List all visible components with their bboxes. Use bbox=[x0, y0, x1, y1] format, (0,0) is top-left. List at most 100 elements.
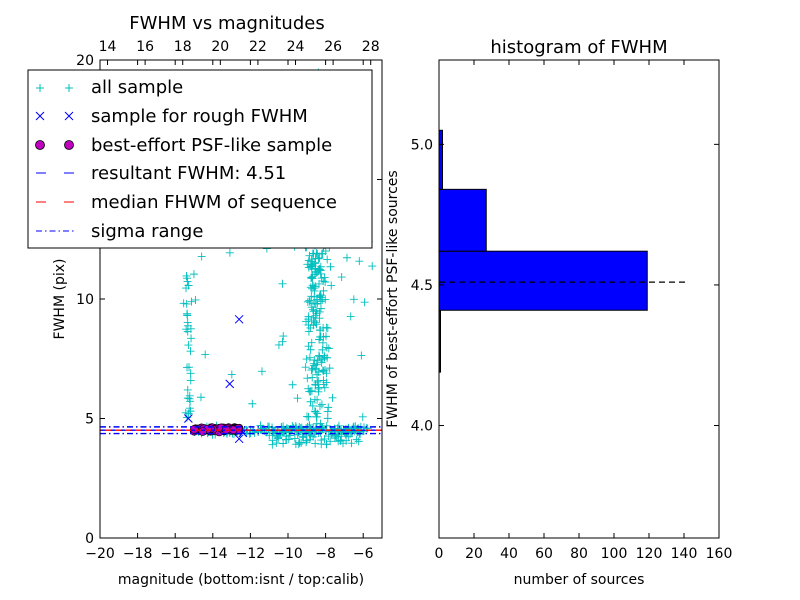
all-sample-marker bbox=[304, 263, 313, 272]
all-sample-marker bbox=[360, 298, 369, 307]
x-tick-label: 0 bbox=[435, 546, 444, 562]
scatter-y-label: FWHM (pix) bbox=[52, 259, 68, 340]
all-sample-marker bbox=[311, 407, 320, 416]
scatter-panel: −20−18−16−14−12−10−8−6 05101520 14161820… bbox=[27, 13, 383, 588]
all-sample-marker bbox=[323, 407, 332, 416]
all-sample-marker bbox=[248, 399, 257, 408]
all-sample-marker bbox=[308, 401, 317, 410]
all-sample-marker bbox=[311, 439, 320, 448]
all-sample-marker bbox=[186, 376, 195, 385]
all-sample-marker bbox=[334, 437, 343, 446]
all-sample-marker bbox=[354, 428, 363, 437]
x-tick-label: 80 bbox=[570, 546, 588, 562]
all-sample-marker bbox=[308, 364, 317, 373]
all-sample-marker bbox=[320, 383, 329, 392]
legend-entry-median-fwhm: median FHWM of sequence bbox=[36, 192, 337, 213]
rough-fwhm-marker bbox=[184, 414, 193, 423]
x-tick-label: −6 bbox=[353, 546, 374, 562]
y-tick-label: 4.0 bbox=[411, 419, 433, 435]
all-sample-marker bbox=[306, 397, 315, 406]
histogram-x-label: number of sources bbox=[514, 572, 645, 588]
all-sample-marker bbox=[320, 365, 329, 374]
all-sample-marker bbox=[183, 318, 192, 327]
all-sample-marker bbox=[306, 283, 315, 292]
all-sample-marker bbox=[183, 363, 192, 372]
all-sample-marker bbox=[349, 295, 358, 304]
rough-fwhm-marker bbox=[234, 434, 244, 444]
all-sample-marker bbox=[187, 297, 196, 306]
x-tick-label: −12 bbox=[236, 546, 266, 562]
all-sample-marker bbox=[313, 395, 322, 404]
top-tick-label: 24 bbox=[287, 39, 305, 55]
all-sample-marker bbox=[309, 313, 318, 322]
all-sample-marker bbox=[196, 393, 205, 402]
all-sample-marker bbox=[352, 435, 361, 444]
all-sample-marker bbox=[320, 351, 329, 360]
all-sample-marker bbox=[306, 262, 315, 271]
y-tick-label: 10 bbox=[76, 292, 94, 308]
all-sample-marker bbox=[339, 439, 348, 448]
x-tick-label: 140 bbox=[671, 546, 698, 562]
all-sample-marker bbox=[342, 253, 351, 262]
x-tick-label: 100 bbox=[601, 546, 628, 562]
all-sample-marker bbox=[306, 345, 315, 354]
all-sample-marker bbox=[321, 277, 330, 286]
all-sample-marker bbox=[307, 257, 316, 266]
legend-circle-marker bbox=[64, 140, 74, 150]
top-tick-label: 26 bbox=[324, 39, 342, 55]
y-tick-label: 5 bbox=[85, 412, 94, 428]
scatter-top-ticks: 14 16 18 20 22 24 26 28 bbox=[99, 39, 380, 65]
all-sample-marker bbox=[311, 300, 320, 309]
all-sample-marker bbox=[318, 345, 327, 354]
all-sample-marker bbox=[227, 370, 236, 379]
scatter-x-ticks: −20 −18 −16 −14 −12 −10 −8 −6 bbox=[85, 60, 374, 562]
all-sample-marker bbox=[315, 253, 324, 262]
all-sample-marker bbox=[355, 257, 364, 266]
all-sample-marker bbox=[306, 323, 315, 332]
y-tick-label: 5.0 bbox=[411, 137, 433, 153]
legend-label-resultant-fwhm: resultant FWHM: 4.51 bbox=[91, 163, 286, 184]
all-sample-marker bbox=[189, 270, 198, 279]
all-sample-marker bbox=[321, 427, 330, 436]
all-sample-marker bbox=[319, 277, 328, 286]
all-sample-marker bbox=[183, 309, 192, 318]
fwhm-reference-lines bbox=[100, 426, 382, 435]
histogram-y-label: FWHM of best-effort PSF-like sources bbox=[385, 170, 401, 427]
all-sample-marker bbox=[183, 327, 192, 336]
all-sample-marker bbox=[346, 312, 355, 321]
all-sample-marker bbox=[182, 271, 191, 280]
all-sample-marker bbox=[302, 355, 311, 364]
all-sample-marker bbox=[349, 422, 358, 431]
all-sample-marker bbox=[308, 373, 317, 382]
x-tick-label: −16 bbox=[160, 546, 190, 562]
top-tick-label: 18 bbox=[174, 39, 192, 55]
all-sample-marker bbox=[273, 434, 282, 443]
histogram-bars bbox=[439, 129, 648, 373]
psf-like-marker bbox=[198, 427, 208, 436]
all-sample-marker bbox=[313, 356, 322, 365]
all-sample-marker bbox=[184, 341, 193, 350]
legend-label-sigma-range: sigma range bbox=[91, 221, 203, 242]
all-sample-marker bbox=[305, 296, 314, 305]
all-sample-marker bbox=[183, 274, 192, 283]
all-sample-marker bbox=[322, 421, 331, 430]
x-tick-label: 160 bbox=[706, 546, 733, 562]
all-sample-marker bbox=[197, 252, 206, 261]
all-sample-marker bbox=[304, 384, 313, 393]
all-sample-marker bbox=[322, 343, 331, 352]
all-sample-marker bbox=[272, 439, 281, 448]
y-tick-label: 20 bbox=[76, 53, 94, 69]
all-sample-marker bbox=[303, 374, 312, 383]
all-sample-marker bbox=[302, 412, 311, 421]
x-tick-label: −20 bbox=[85, 546, 115, 562]
histogram-panel: 0 20 40 60 80 100 120 140 160 4.0 4.5 5.0 histogra… bbox=[385, 37, 732, 588]
all-sample-marker bbox=[334, 427, 343, 436]
all-sample-marker bbox=[314, 279, 323, 288]
all-sample-marker bbox=[293, 430, 302, 439]
all-sample-marker bbox=[281, 435, 290, 444]
all-sample-marker bbox=[317, 293, 326, 302]
all-sample-marker bbox=[316, 332, 325, 341]
top-tick-label: 28 bbox=[362, 39, 380, 55]
all-sample-marker bbox=[332, 432, 341, 441]
all-sample-marker bbox=[311, 365, 320, 374]
